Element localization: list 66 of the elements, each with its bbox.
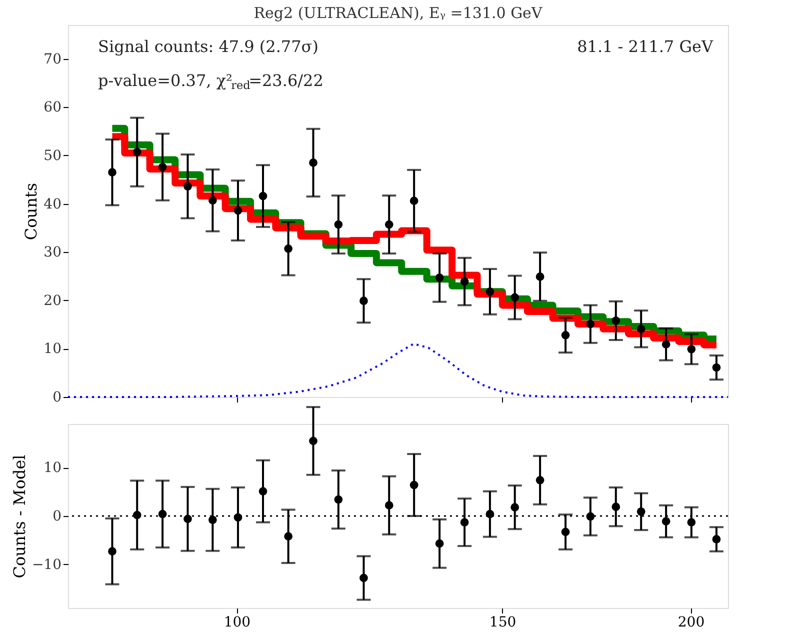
point — [309, 436, 318, 446]
point — [561, 528, 570, 536]
point — [108, 168, 116, 177]
point — [384, 220, 394, 229]
y-axis-title: Counts - Model — [10, 454, 29, 578]
y-tick-label: 40 — [44, 196, 62, 212]
point — [309, 158, 318, 167]
point — [586, 320, 595, 328]
point — [435, 273, 444, 282]
point — [410, 480, 418, 490]
x-tick-label: 150 — [489, 614, 516, 630]
point — [158, 510, 167, 518]
point — [435, 539, 444, 548]
y-tick-label: 20 — [44, 292, 62, 309]
y-tick-label: 0 — [52, 508, 62, 524]
point — [510, 293, 520, 302]
point — [334, 220, 343, 229]
point — [486, 288, 494, 296]
point — [460, 277, 469, 286]
y-tick-label: −10 — [32, 556, 62, 573]
point — [258, 192, 268, 200]
point — [208, 516, 217, 524]
point — [712, 535, 721, 544]
point — [612, 502, 620, 511]
point — [108, 547, 116, 556]
point — [687, 518, 696, 526]
point — [208, 196, 217, 205]
annotation: 81.1 - 211.7 GeV — [577, 37, 714, 56]
point — [384, 501, 394, 510]
point — [410, 196, 418, 206]
y-tick-label: 70 — [44, 51, 62, 68]
point — [258, 487, 268, 496]
point — [536, 476, 544, 484]
point — [460, 518, 469, 526]
point — [612, 316, 620, 325]
point — [360, 574, 368, 582]
y-tick-label: 30 — [44, 244, 62, 261]
point — [132, 148, 142, 156]
point — [687, 344, 696, 354]
point — [510, 503, 520, 512]
point — [561, 330, 570, 340]
point — [662, 517, 670, 526]
point — [284, 532, 292, 541]
point — [586, 512, 595, 521]
point — [636, 324, 646, 334]
point — [234, 206, 242, 215]
annotation: Signal counts: 47.9 (2.77σ) — [98, 37, 318, 56]
chart-title: Reg2 (ULTRACLEAN), Eᵧ =131.0 GeV — [254, 4, 544, 22]
y-tick-label: 60 — [44, 100, 62, 116]
x-tick-label: 100 — [224, 614, 251, 630]
point — [536, 272, 544, 281]
y-tick-label: 10 — [44, 341, 62, 358]
x-tick-label: 200 — [678, 614, 705, 630]
point — [360, 296, 368, 306]
point — [184, 514, 192, 524]
point — [284, 244, 292, 253]
y-tick-label: 10 — [44, 460, 62, 476]
point — [662, 340, 670, 349]
y-tick-label: 50 — [44, 148, 62, 164]
y-tick-label: 0 — [52, 390, 62, 406]
point — [712, 363, 721, 372]
point — [184, 182, 192, 191]
point — [334, 495, 343, 504]
point — [636, 507, 646, 516]
y-axis-title: Counts — [22, 182, 41, 240]
point — [158, 162, 167, 172]
